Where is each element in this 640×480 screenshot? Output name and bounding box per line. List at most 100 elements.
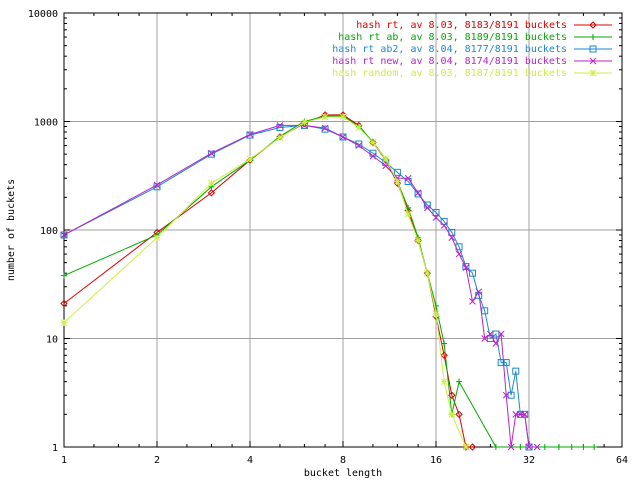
- point-marker: [369, 152, 377, 160]
- data-point: [533, 443, 541, 451]
- data-point: [541, 444, 548, 450]
- series-5: [60, 113, 470, 451]
- point-marker: [404, 210, 412, 218]
- data-point: [414, 236, 422, 245]
- data-point: [394, 178, 401, 185]
- point-marker: [462, 443, 470, 451]
- point-marker: [394, 174, 401, 182]
- data-point: [521, 410, 529, 418]
- series-3: [60, 121, 533, 451]
- point-marker: [440, 351, 448, 360]
- point-marker: [487, 330, 494, 338]
- data-point: [423, 204, 431, 212]
- data-point: [507, 443, 515, 451]
- point-marker: [589, 57, 597, 65]
- point-marker: [153, 234, 161, 242]
- series-line: [63, 124, 538, 448]
- point-marker: [207, 150, 215, 158]
- x-tick-label: 16: [430, 455, 442, 466]
- data-point: [492, 340, 500, 347]
- data-point: [404, 210, 412, 218]
- data-point: [60, 231, 68, 239]
- point-marker: [468, 443, 477, 451]
- point-marker: [525, 443, 533, 451]
- point-marker: [432, 214, 440, 221]
- data-point: [321, 113, 329, 121]
- data-point: [339, 113, 347, 121]
- point-marker: [589, 69, 597, 77]
- point-marker: [432, 208, 440, 216]
- point-marker: [414, 236, 422, 245]
- data-point: [481, 335, 489, 342]
- data-point: [60, 319, 68, 326]
- point-marker: [301, 119, 308, 126]
- legend-label: hash rt, av 8.03, 8183/8191 buckets: [356, 20, 567, 31]
- point-marker: [369, 139, 377, 146]
- data-point: [382, 155, 390, 163]
- point-marker: [60, 299, 68, 308]
- point-marker: [456, 378, 463, 385]
- point-marker: [321, 124, 329, 132]
- data-point: [301, 119, 308, 126]
- data-point: [589, 21, 597, 29]
- point-marker: [555, 444, 562, 450]
- point-marker: [276, 122, 284, 129]
- point-marker: [382, 155, 390, 163]
- legend-entry: hash rt new, av 8.04, 8174/8191 buckets: [332, 56, 612, 67]
- point-marker: [441, 340, 448, 347]
- point-marker: [533, 443, 541, 451]
- point-marker: [423, 269, 431, 277]
- point-marker: [246, 131, 254, 138]
- data-point: [339, 133, 347, 141]
- series-line: [63, 116, 467, 448]
- point-marker: [208, 149, 215, 157]
- legend-entry: hash rt ab2, av 8.04, 8177/8191 buckets: [332, 44, 612, 55]
- point-marker: [517, 444, 524, 450]
- point-marker: [541, 444, 548, 450]
- data-point: [487, 330, 494, 338]
- data-point: [414, 237, 422, 244]
- data-point: [393, 168, 401, 176]
- data-point: [456, 378, 463, 385]
- data-point: [423, 269, 431, 277]
- point-marker: [440, 217, 448, 225]
- point-marker: [414, 189, 422, 197]
- data-point: [589, 69, 597, 77]
- point-marker: [208, 179, 215, 187]
- data-point: [246, 131, 254, 138]
- x-tick-label: 4: [247, 455, 253, 466]
- data-point: [355, 142, 363, 149]
- point-marker: [393, 168, 401, 176]
- point-marker: [60, 231, 68, 239]
- data-point: [591, 444, 598, 450]
- data-point: [441, 340, 448, 347]
- legend-entry: hash rt, av 8.03, 8183/8191 buckets: [356, 20, 612, 31]
- data-point: [61, 272, 67, 279]
- y-tick-label: 10: [46, 335, 58, 346]
- y-tick-label: 10000: [28, 9, 58, 20]
- data-point: [321, 124, 329, 132]
- series-2: [61, 112, 598, 450]
- data-point: [492, 330, 500, 338]
- data-point: [276, 134, 284, 141]
- data-point: [414, 189, 422, 197]
- data-point: [153, 181, 161, 189]
- data-point: [462, 264, 470, 271]
- point-marker: [276, 124, 284, 132]
- legend-entry: hash random, av 8.03, 8187/8191 buckets: [332, 68, 612, 79]
- point-marker: [502, 391, 510, 399]
- y-tick-label: 1: [52, 443, 58, 454]
- data-point: [432, 208, 440, 216]
- point-marker: [590, 34, 596, 40]
- data-point: [276, 124, 284, 132]
- point-marker: [60, 319, 68, 326]
- point-marker: [507, 443, 515, 451]
- data-point: [276, 122, 284, 129]
- point-marker: [432, 310, 440, 317]
- data-point: [568, 444, 575, 450]
- point-marker: [321, 113, 329, 121]
- point-marker: [512, 367, 520, 375]
- data-point: [440, 222, 448, 229]
- legend-label: hash rt new, av 8.04, 8174/8191 buckets: [332, 56, 567, 67]
